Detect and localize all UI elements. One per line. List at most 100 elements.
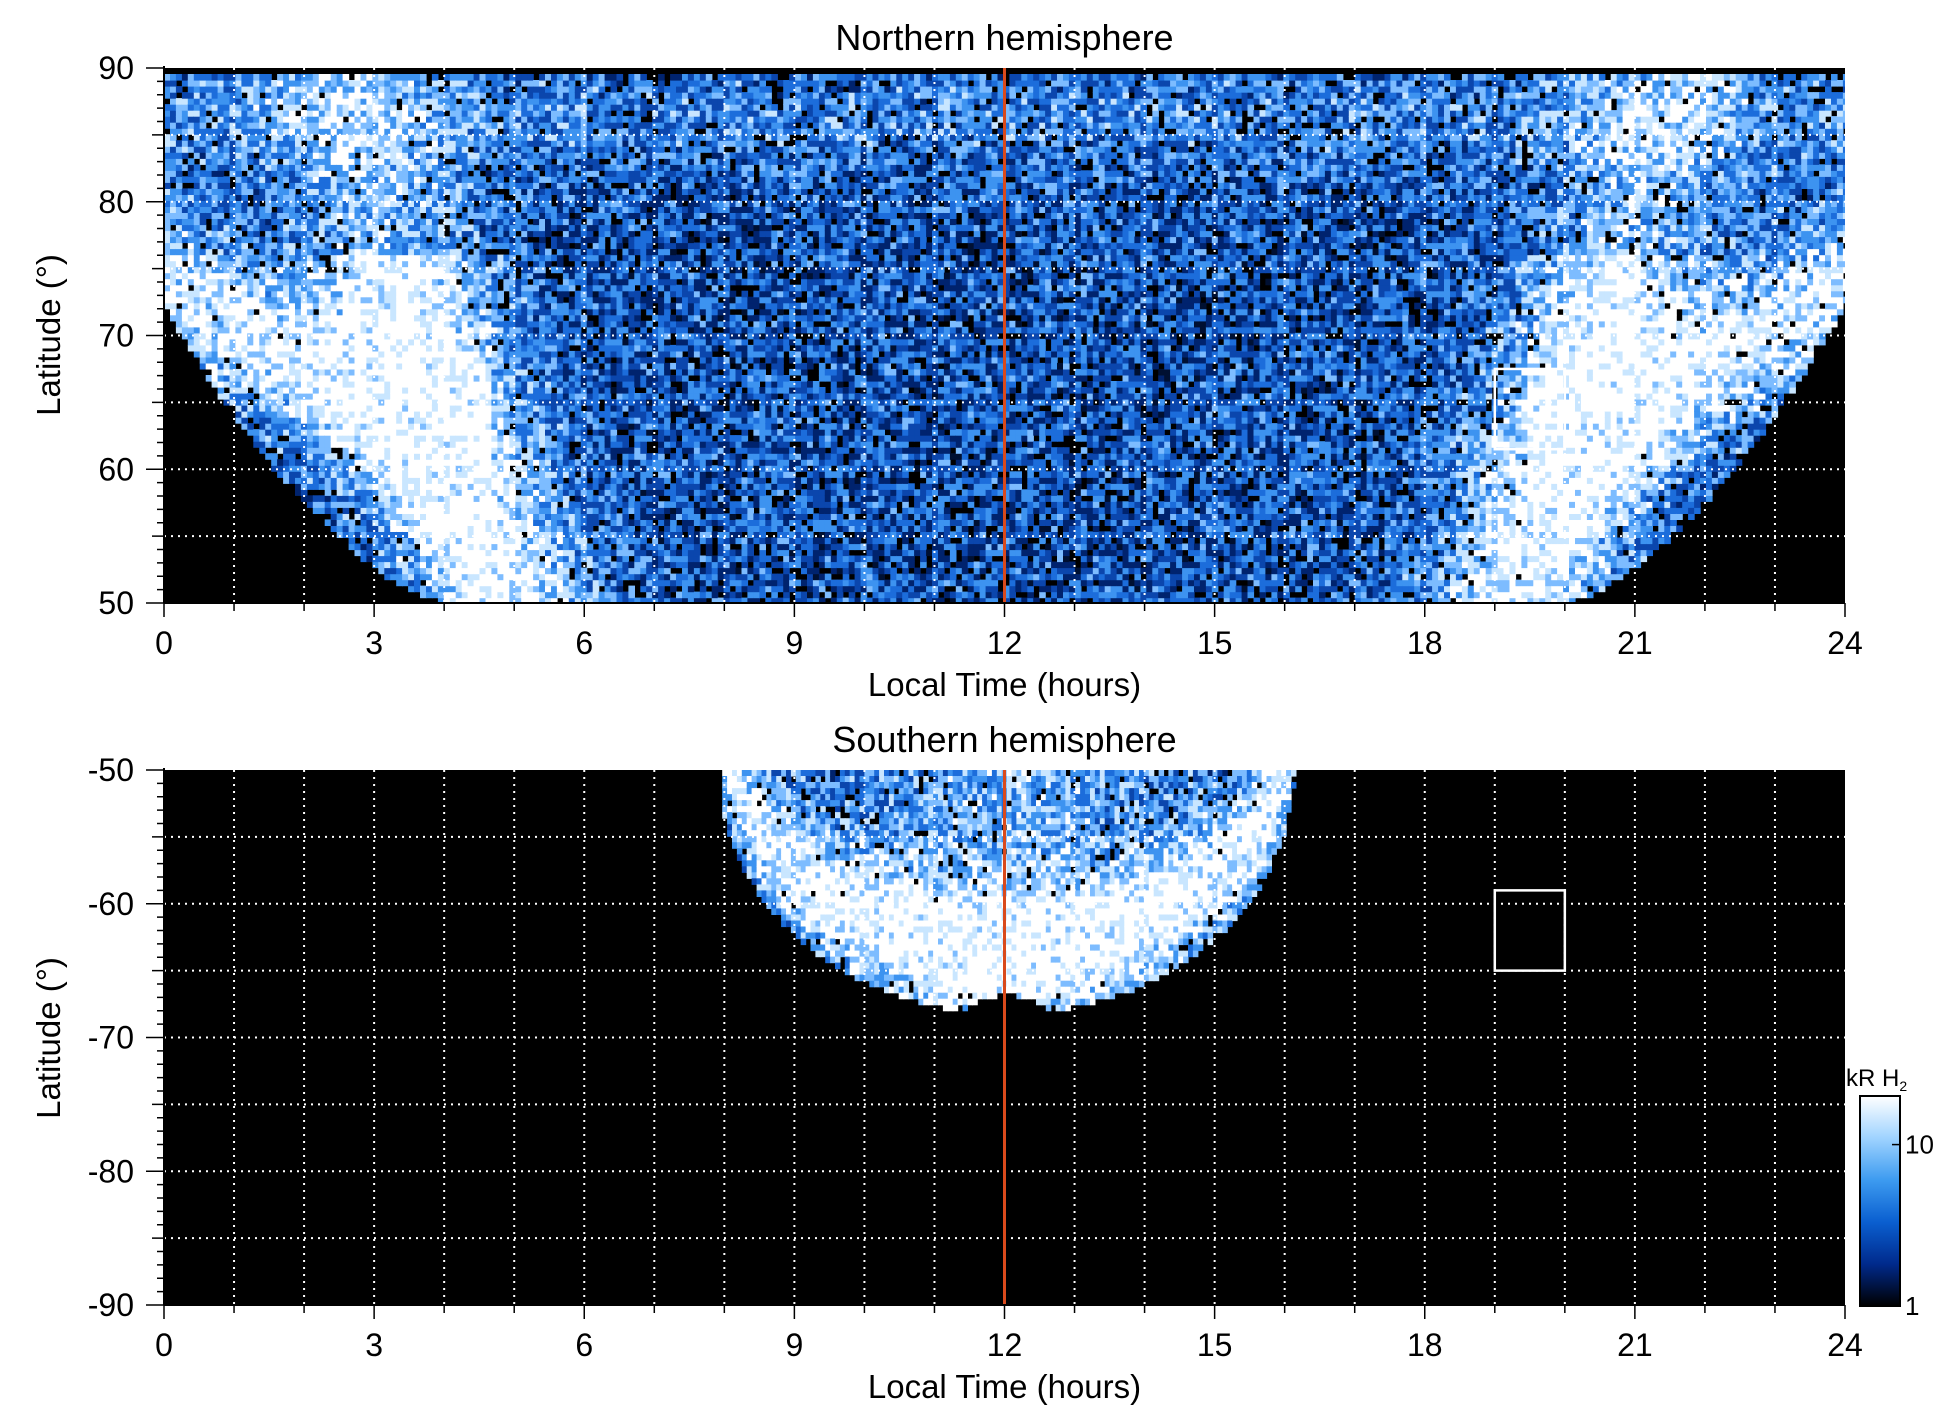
heatmap-cell: [503, 86, 510, 93]
heatmap-cell: [521, 356, 528, 364]
heatmap-cell: [253, 441, 260, 448]
heatmap-cell: [467, 531, 475, 538]
heatmap-cell: [372, 272, 379, 280]
heatmap-cell: [503, 272, 510, 280]
heatmap-cell: [562, 128, 570, 135]
heatmap-cell: [318, 501, 326, 508]
heatmap-cell: [330, 423, 338, 430]
heatmap-cell: [324, 344, 332, 352]
heatmap-cell: [372, 326, 379, 334]
heatmap-cell: [181, 218, 189, 226]
heatmap-cell: [455, 350, 463, 358]
heatmap-cell: [568, 350, 576, 358]
heatmap-cell: [497, 242, 504, 250]
heatmap-cell: [562, 429, 570, 436]
heatmap-cell: [390, 423, 397, 430]
heatmap-cell: [420, 296, 427, 304]
heatmap-cell: [336, 308, 344, 316]
heatmap-cell: [360, 332, 368, 340]
heatmap-cell: [324, 272, 332, 280]
heatmap-cell: [253, 320, 260, 328]
heatmap-cell: [193, 164, 201, 171]
heatmap-cell: [503, 266, 510, 274]
heatmap-cell: [456, 604, 463, 611]
heatmap-cell: [497, 212, 504, 219]
heatmap-cell: [545, 525, 552, 532]
heatmap-cell: [396, 405, 403, 412]
heatmap-cell: [568, 387, 576, 394]
heatmap-cell: [283, 302, 290, 310]
heatmap-cell: [568, 381, 576, 388]
heatmap-cell: [408, 212, 415, 219]
heatmap-cell: [545, 537, 552, 545]
heatmap-cell: [283, 296, 290, 304]
heatmap-cell: [461, 110, 469, 117]
heatmap-cell: [390, 170, 397, 177]
heatmap-cell: [402, 278, 409, 286]
heatmap-cell: [527, 128, 534, 135]
heatmap-cell: [455, 567, 463, 575]
heatmap-cell: [265, 405, 272, 412]
heatmap-cell: [378, 308, 385, 316]
heatmap-cell: [431, 423, 439, 430]
heatmap-cell: [384, 441, 391, 448]
heatmap-cell: [551, 350, 558, 358]
heatmap-cell: [366, 140, 373, 147]
heatmap-cell: [348, 254, 356, 262]
heatmap-cell: [384, 182, 391, 189]
heatmap-cell: [485, 230, 493, 238]
heatmap-cell: [485, 579, 493, 587]
heatmap-cell: [378, 98, 385, 105]
heatmap-cell: [289, 393, 296, 400]
heatmap-cell: [283, 387, 290, 394]
heatmap-cell: [360, 116, 368, 123]
heatmap-cell: [491, 110, 498, 117]
heatmap-cell: [509, 308, 516, 316]
heatmap-cell: [533, 242, 540, 250]
heatmap-cell: [193, 80, 201, 87]
heatmap-cell: [420, 74, 427, 81]
heatmap-cell: [354, 459, 362, 466]
heatmap-cell: [396, 302, 403, 310]
heatmap-cell: [181, 326, 189, 334]
heatmap-cell: [318, 459, 326, 466]
heatmap-cell: [235, 158, 242, 165]
heatmap-cell: [449, 567, 457, 575]
heatmap-cell: [402, 128, 409, 135]
heatmap-cell: [414, 236, 421, 244]
heatmap-cell: [170, 158, 177, 165]
heatmap-cell: [443, 248, 451, 256]
heatmap-cell: [259, 170, 266, 177]
heatmap-cell: [539, 92, 546, 99]
heatmap-cell: [509, 134, 516, 141]
heatmap-cell: [342, 326, 350, 334]
heatmap-cell: [408, 555, 415, 563]
heatmap-cell: [378, 110, 385, 117]
heatmap-cell: [503, 549, 510, 557]
heatmap-cell: [348, 182, 356, 189]
heatmap-cell: [479, 212, 487, 219]
heatmap-cell: [443, 441, 451, 448]
heatmap-cell: [455, 272, 463, 280]
heatmap-cell: [181, 152, 189, 159]
heatmap-cell: [193, 188, 201, 195]
heatmap-cell: [414, 320, 421, 328]
heatmap-cell: [431, 435, 439, 442]
heatmap-cell: [545, 381, 552, 388]
heatmap-cell: [556, 332, 564, 340]
heatmap-cell: [259, 278, 266, 286]
heatmap-cell: [551, 411, 558, 418]
heatmap-cell: [187, 320, 195, 328]
heatmap-cell: [521, 158, 528, 165]
heatmap-cell: [247, 314, 254, 322]
heatmap-cell: [485, 555, 493, 563]
heatmap-cell: [199, 218, 207, 226]
heatmap-cell: [539, 350, 546, 358]
heatmap-cell: [562, 405, 570, 412]
heatmap-cell: [229, 266, 237, 274]
heatmap-cell: [580, 501, 588, 508]
heatmap-cell: [509, 453, 516, 460]
heatmap-cell: [467, 122, 475, 129]
heatmap-cell: [354, 381, 362, 388]
heatmap-cell: [265, 399, 272, 406]
